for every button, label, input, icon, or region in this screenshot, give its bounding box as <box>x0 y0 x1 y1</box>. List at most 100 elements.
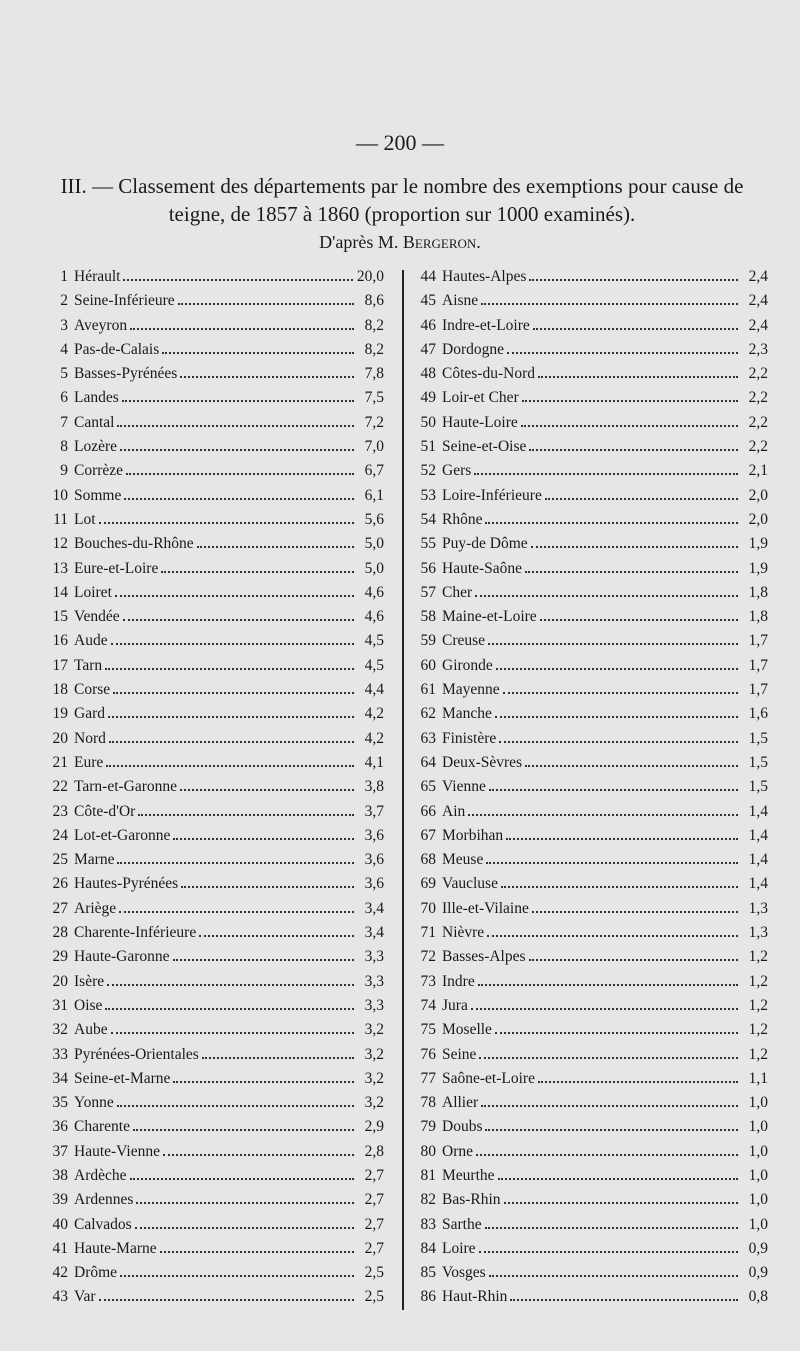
department: Haut-Rhin <box>442 1288 508 1306</box>
proportion: 7,5 <box>364 389 384 407</box>
dot-leader <box>510 1299 738 1302</box>
department: Vaucluse <box>442 875 498 893</box>
table-row: 53 Loire-Inférieure 2,0 <box>412 486 769 511</box>
department: Indre <box>442 972 475 990</box>
department: Meurthe <box>442 1166 495 1184</box>
proportion: 4,6 <box>364 583 384 601</box>
department: Doubs <box>442 1118 483 1136</box>
dot-leader <box>120 449 354 452</box>
proportion: 1,2 <box>748 1021 768 1039</box>
department: Haute-Vienne <box>74 1142 160 1160</box>
proportion: 1,2 <box>748 948 768 966</box>
proportion: 2,3 <box>748 340 768 358</box>
table-row: 65 Vienne 1,5 <box>412 778 769 802</box>
dot-leader <box>507 351 738 354</box>
proportion: 8,2 <box>364 340 384 358</box>
department: Corse <box>74 681 111 699</box>
table-row: 23 Côte-d'Or 3,7 <box>44 803 385 827</box>
department: Tarn <box>74 656 103 674</box>
proportion: 2,4 <box>748 292 768 310</box>
table-row: 10 Somme 6,1 <box>44 486 385 511</box>
proportion: 6,1 <box>364 486 384 504</box>
department: Creuse <box>442 632 486 650</box>
rank: 45 <box>420 292 437 310</box>
dot-leader <box>180 376 354 379</box>
dot-leader <box>98 1299 354 1302</box>
dot-leader <box>114 594 354 597</box>
rank: 85 <box>420 1264 437 1282</box>
rank: 3 <box>60 316 68 334</box>
department: Aude <box>74 632 108 650</box>
rank: 22 <box>52 778 69 796</box>
table-row: 38 Ardèche 2,7 <box>44 1166 385 1191</box>
rank: 6 <box>60 389 68 407</box>
department: Cher <box>442 583 473 601</box>
department: Drôme <box>74 1264 118 1282</box>
department: Pas-de-Calais <box>74 340 160 358</box>
rank: 5 <box>60 365 68 383</box>
rank: 38 <box>52 1166 69 1184</box>
proportion: 7,2 <box>364 413 384 431</box>
proportion: 3,6 <box>364 875 384 893</box>
department: Lozère <box>74 438 118 456</box>
proportion: 1,2 <box>748 1045 768 1063</box>
table-row: 19 Gard 4,2 <box>44 705 385 729</box>
dot-leader <box>117 424 354 427</box>
proportion: 1,3 <box>748 924 768 942</box>
dot-leader <box>525 570 738 573</box>
department: Orne <box>442 1142 473 1160</box>
rank: 82 <box>420 1191 437 1209</box>
table-row: 60 Gironde 1,7 <box>412 657 769 681</box>
table-row: 2 Seine-Inférieure 8,6 <box>44 292 384 316</box>
table-row: 16 Aude 4,5 <box>44 632 385 656</box>
proportion: 1,8 <box>748 583 768 601</box>
rank: 8 <box>60 438 68 456</box>
proportion: 2,9 <box>364 1118 384 1136</box>
table-row: 75 Moselle 1,2 <box>412 1021 769 1045</box>
table-row: 68 Meuse 1,4 <box>412 851 769 875</box>
rank: 84 <box>420 1239 437 1257</box>
rank: 62 <box>420 705 437 723</box>
table-row: 17 Tarn 4,5 <box>44 656 385 681</box>
proportion: 4,5 <box>364 632 384 650</box>
rank: 36 <box>52 1118 69 1136</box>
rank: 37 <box>52 1142 69 1160</box>
dot-leader <box>116 1105 354 1108</box>
rank: 40 <box>52 1215 69 1233</box>
department: Ille-et-Vilaine <box>442 899 529 917</box>
department: Isère <box>74 972 105 990</box>
table-row: 37 Haute-Vienne 2,8 <box>44 1142 385 1167</box>
dot-leader <box>506 837 738 840</box>
proportion: 3,2 <box>364 1045 384 1063</box>
table-row: 12 Bouches-du-Rhône 5,0 <box>44 535 385 559</box>
table-row: 42 Drôme 2,5 <box>44 1264 385 1288</box>
proportion: 8,2 <box>364 316 384 334</box>
proportion: 2,5 <box>364 1288 384 1306</box>
dot-leader <box>98 521 354 524</box>
department: Cantal <box>74 413 115 431</box>
table-row: 69 Vaucluse 1,4 <box>412 875 769 899</box>
dot-leader <box>528 959 738 962</box>
proportion: 3,3 <box>364 948 384 966</box>
rank: 51 <box>420 438 437 456</box>
table-row: 35 Yonne 3,2 <box>44 1094 385 1118</box>
proportion: 1,5 <box>748 729 768 747</box>
rank: 53 <box>420 486 437 504</box>
dot-leader <box>121 400 354 403</box>
table-row: 55 Puy-de Dôme 1,9 <box>412 535 769 559</box>
department: Haute-Garonne <box>74 948 170 966</box>
proportion: 2,2 <box>748 438 768 456</box>
dot-leader <box>499 740 738 743</box>
proportion: 1,4 <box>748 851 768 869</box>
table-row: 77 Saône-et-Loire 1,1 <box>412 1070 769 1094</box>
proportion: 2,7 <box>364 1191 384 1209</box>
dot-leader <box>129 1177 354 1180</box>
rank: 76 <box>420 1045 437 1063</box>
proportion: 1,0 <box>748 1118 768 1136</box>
rank: 78 <box>420 1094 437 1112</box>
dot-leader <box>484 1226 738 1229</box>
rank: 31 <box>52 996 69 1014</box>
rank: 66 <box>420 802 437 820</box>
rank: 57 <box>420 583 437 601</box>
